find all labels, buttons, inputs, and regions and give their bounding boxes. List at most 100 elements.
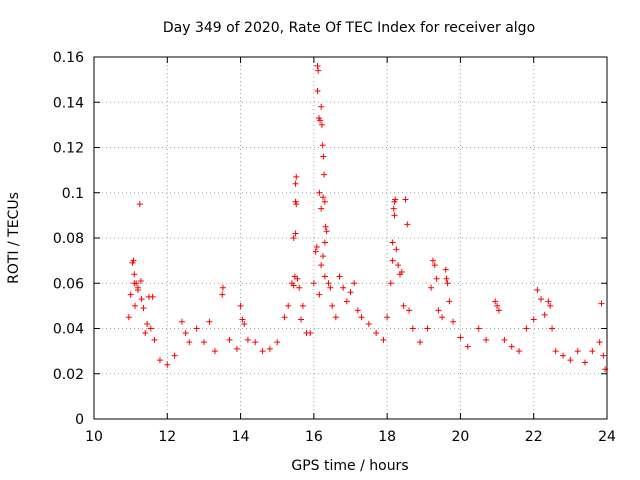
data-point <box>439 314 446 321</box>
y-tick-label: 0.04 <box>53 322 84 338</box>
data-point <box>314 63 321 70</box>
data-point <box>132 302 139 309</box>
x-tick-label: 24 <box>598 429 616 445</box>
data-point <box>131 280 138 287</box>
chart-title: Day 349 of 2020, Rate Of TEC Index for r… <box>163 20 535 36</box>
data-point <box>442 266 449 273</box>
data-point <box>125 314 132 321</box>
data-point <box>310 280 317 287</box>
data-point <box>274 339 281 346</box>
data-point <box>149 293 156 300</box>
data-point <box>299 302 306 309</box>
data-point <box>552 348 559 355</box>
data-point <box>318 262 325 269</box>
data-point <box>285 302 292 309</box>
data-point <box>164 361 171 368</box>
data-points <box>125 63 609 373</box>
data-point <box>219 284 226 291</box>
data-point <box>431 262 438 269</box>
data-point <box>298 316 305 323</box>
data-point <box>391 212 398 219</box>
data-point <box>127 291 134 298</box>
data-point <box>373 330 380 337</box>
data-point <box>237 302 244 309</box>
data-point <box>600 352 607 359</box>
data-point <box>281 314 288 321</box>
data-point <box>140 305 147 312</box>
data-point <box>142 330 149 337</box>
data-point <box>336 273 343 280</box>
data-point <box>137 277 144 284</box>
x-axis-label: GPS time / hours <box>291 458 408 474</box>
data-point <box>429 257 436 264</box>
data-point <box>178 318 185 325</box>
data-point <box>534 287 541 294</box>
data-point <box>475 325 482 332</box>
data-point <box>387 280 394 287</box>
data-point <box>495 307 502 314</box>
data-point <box>332 314 339 321</box>
data-point <box>312 248 319 255</box>
data-point <box>144 320 151 327</box>
data-point <box>530 316 537 323</box>
data-point <box>343 298 350 305</box>
x-tick-label: 12 <box>158 429 176 445</box>
x-tick-label: 18 <box>378 429 396 445</box>
data-point <box>147 325 154 332</box>
data-point <box>156 357 163 364</box>
data-point <box>417 339 424 346</box>
y-tick-label: 0.08 <box>53 231 84 247</box>
y-tick-label: 0.02 <box>53 367 84 383</box>
data-point <box>589 348 596 355</box>
data-point <box>340 284 347 291</box>
data-point <box>433 275 440 282</box>
data-point <box>323 228 330 235</box>
data-point <box>316 189 323 196</box>
data-point <box>327 284 334 291</box>
data-point <box>494 302 501 309</box>
data-point <box>567 357 574 364</box>
data-point <box>428 284 435 291</box>
data-point <box>241 320 248 327</box>
data-point <box>409 325 416 332</box>
data-point <box>292 230 299 237</box>
data-point <box>547 302 554 309</box>
data-point <box>446 298 453 305</box>
data-point <box>384 314 391 321</box>
y-axis-label: ROTI / TECUs <box>6 192 22 284</box>
data-point <box>294 275 301 282</box>
data-point <box>322 223 329 230</box>
data-point <box>365 320 372 327</box>
data-point <box>318 205 325 212</box>
data-point <box>317 117 324 124</box>
data-point <box>406 307 413 314</box>
data-point <box>313 244 320 251</box>
data-point <box>320 253 327 260</box>
data-point <box>318 103 325 110</box>
data-point <box>549 325 556 332</box>
data-point <box>290 282 297 289</box>
data-point <box>390 205 397 212</box>
x-tick-label: 10 <box>85 429 103 445</box>
data-point <box>292 180 299 187</box>
data-point <box>596 339 603 346</box>
data-point <box>560 352 567 359</box>
data-point <box>206 318 213 325</box>
data-point <box>296 284 303 291</box>
data-point <box>582 359 589 366</box>
data-point <box>182 330 189 337</box>
data-point <box>290 235 297 241</box>
axes: 10 12 14 16 18 20 22 24 0 0.02 0.04 0.06 0.08 0.1 0.12… <box>53 50 616 445</box>
y-tick-label: 0.12 <box>53 141 84 157</box>
data-point <box>392 196 399 203</box>
data-point <box>321 198 328 205</box>
data-point <box>244 336 251 343</box>
data-point <box>219 291 226 298</box>
data-point <box>395 262 402 269</box>
data-point <box>424 325 431 332</box>
data-point <box>136 201 143 208</box>
data-point <box>402 196 409 203</box>
data-point <box>483 336 490 343</box>
data-point <box>450 318 457 325</box>
